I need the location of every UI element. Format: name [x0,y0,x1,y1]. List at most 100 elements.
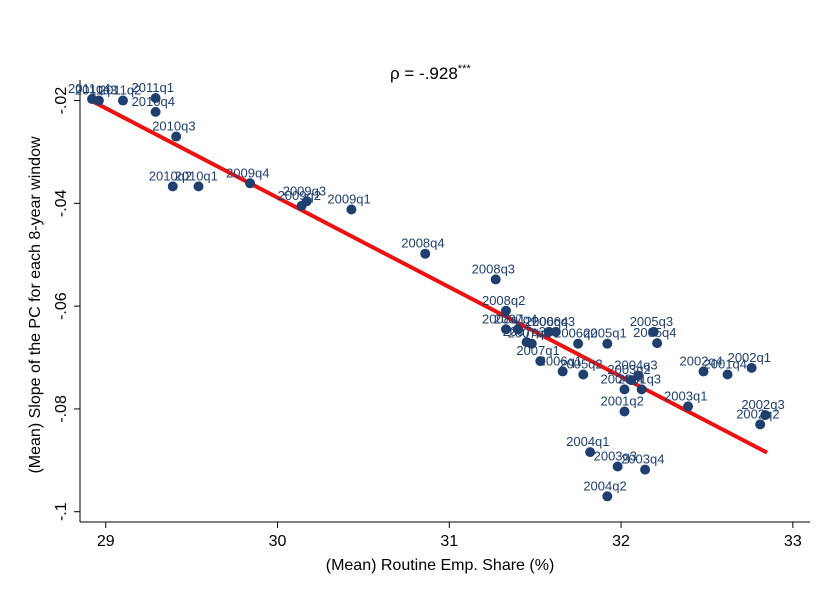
x-tick-label: 29 [97,533,115,550]
point-label: 2005q2 [559,356,602,371]
point-label: 2007q2 [508,326,551,341]
data-point [760,410,771,421]
data-point [755,419,766,430]
data-point [167,181,178,192]
point-label: 2003q1 [664,388,707,403]
point-label: 2008q4 [401,236,444,251]
correlation-value: ρ = -.928 [390,64,458,83]
data-point [500,324,511,335]
y-ticks: -.02 -.04 -.06 -.08 -.1 [53,87,80,521]
point-label: 2011q1 [132,80,174,95]
y-tick-label: -.04 [53,189,70,217]
point-label: 2008q2 [482,293,525,308]
point-label: 2011q4 [68,81,110,96]
point-label: 2005q3 [630,314,673,329]
point-label: 2002q4 [680,353,723,368]
data-point [150,106,161,117]
point-label: 2008q3 [472,261,515,276]
point-label: 2009q1 [327,192,370,207]
point-label: 2007q3 [503,324,546,339]
data-point [619,406,630,417]
point-label: 2004q4 [600,371,643,386]
data-point [602,491,613,502]
data-point [490,274,501,285]
x-tick-label: 33 [784,533,802,550]
data-point [573,338,584,349]
point-label: 2009q4 [226,165,269,180]
point-label: 2004q1 [566,434,609,449]
data-point [535,356,546,367]
data-point [612,461,623,472]
point-label: 2004q2 [583,478,626,493]
fit-line-group [91,99,768,455]
point-label: 2009q2 [278,188,321,203]
x-ticks: 29 30 31 32 33 [97,522,802,550]
data-point [245,178,256,189]
data-point [550,326,561,337]
data-point [683,401,694,412]
data-point [346,204,357,215]
data-point [150,92,161,103]
y-tick-label: -.1 [53,502,70,521]
data-point [578,369,589,380]
data-point [117,95,128,106]
point-label: 2004q3 [614,358,657,373]
point-label: 2010q3 [152,119,195,134]
data-point [296,200,307,211]
point-label: 2011q2 [99,83,141,98]
point-label: 2001q4 [704,356,747,371]
point-label: 2010q2 [149,168,192,183]
significance-stars: *** [458,63,472,75]
point-label: 2006q4 [525,314,568,329]
axis-frame [79,80,810,523]
point-label: 2007q4 [494,311,537,326]
point-label: 2001q3 [618,371,661,386]
point-label: 2003q3 [594,448,637,463]
y-tick-label: -.02 [53,87,70,115]
fit-line [91,99,768,455]
y-tick-label: -.06 [53,292,70,320]
data-point [93,95,104,106]
data-point [500,305,511,316]
data-point [193,181,204,192]
x-tick-label: 31 [440,533,458,550]
point-label: 2003q4 [621,452,664,467]
point-label: 2003q2 [607,362,650,377]
data-point [626,375,637,386]
x-tick-label: 30 [269,533,287,550]
data-point [722,369,733,380]
y-tick-label: -.08 [53,395,70,423]
data-point [636,384,647,395]
y-axis-title: (Mean) Slope of the PC for each 8-year w… [27,136,44,474]
point-label: 2006q2 [554,326,597,341]
correlation-annotation: ρ = -.928*** [390,63,471,83]
marker-group [87,92,771,502]
data-point [526,338,537,349]
point-label: 2007q1 [516,343,559,358]
data-point [602,338,613,349]
point-label: 2002q3 [741,397,784,412]
data-point [698,366,709,377]
data-point [513,324,523,335]
point-label: 2006q1 [539,353,582,368]
point-label: 2005q4 [633,325,676,340]
data-point [640,464,651,475]
point-label: 2010q4 [132,94,175,109]
x-axis-title: (Mean) Routine Emp. Share (%) [326,557,555,574]
point-label: 2001q2 [600,394,643,409]
data-point [585,447,596,458]
data-point [652,338,663,349]
point-label: 2002q1 [728,350,771,365]
point-label: 2010q1 [175,168,218,183]
data-point [557,366,568,377]
point-label: 2002q2 [736,406,779,421]
point-label: 2011q3 [75,83,117,98]
data-point [171,131,182,142]
data-point [543,326,554,337]
point-label: 2009q3 [283,183,326,198]
point-label: 2005q1 [583,326,626,341]
point-label: 2008q1 [482,311,525,326]
